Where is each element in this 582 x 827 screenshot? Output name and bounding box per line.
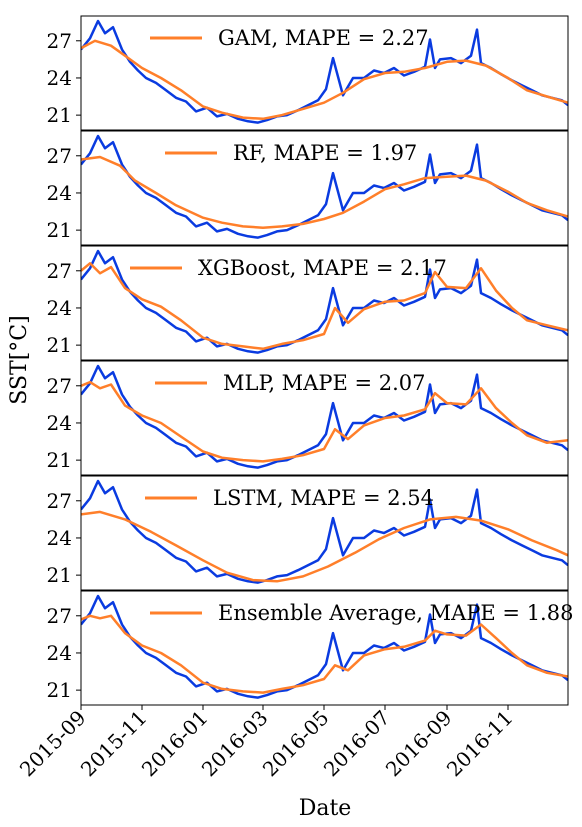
y-tick-label: 24 xyxy=(47,411,72,435)
panel-frame xyxy=(80,245,569,361)
panel: 21 24 27 Ensemble Average, MAPE = 1.88 xyxy=(47,590,573,706)
legend-label: LSTM, MAPE = 2.54 xyxy=(213,486,434,510)
panel: 21 24 27 GAM, MAPE = 2.27 xyxy=(47,15,569,131)
predicted-series-line xyxy=(81,155,568,229)
chart-panels: 21 24 27 GAM, MAPE = 2.27 21 24 27 RF, MAPE = 1… xyxy=(47,15,573,706)
y-tick-label: 27 xyxy=(47,29,72,53)
panel-lines xyxy=(81,19,568,124)
panel-frame xyxy=(80,15,569,131)
panel-lines xyxy=(81,594,568,699)
predicted-series-line xyxy=(81,510,568,583)
x-tick-label: 2016-09 xyxy=(381,706,457,782)
y-tick-label: 27 xyxy=(47,374,72,398)
y-tick-label: 21 xyxy=(47,678,72,702)
x-axis-title: Date xyxy=(299,796,352,821)
y-tick-label: 24 xyxy=(47,526,72,550)
panel-lines xyxy=(81,479,568,584)
y-tick-label: 21 xyxy=(47,448,72,472)
observed-series-line xyxy=(81,364,568,469)
panel: 21 24 27 MLP, MAPE = 2.07 xyxy=(47,360,569,476)
x-tick-label: 2016-05 xyxy=(258,706,334,782)
panel: 21 24 27 XGBoost, MAPE = 2.17 xyxy=(47,245,569,361)
predicted-series-line xyxy=(81,262,568,351)
y-tick-label: 21 xyxy=(47,218,72,242)
predicted-series-line xyxy=(81,614,568,694)
x-tick-label: 2016-07 xyxy=(319,706,395,782)
observed-series-line xyxy=(81,249,568,354)
panel: 21 24 27 LSTM, MAPE = 2.54 xyxy=(47,475,569,591)
panel-frame xyxy=(80,130,569,246)
panel-frame xyxy=(80,360,569,476)
x-tick-label: 2015-09 xyxy=(15,706,91,782)
predicted-series-line xyxy=(81,39,568,121)
x-tick-label: 2015-11 xyxy=(76,706,152,782)
x-tick-label: 2016-03 xyxy=(197,706,273,782)
observed-series-line xyxy=(81,594,568,699)
legend-label: Ensemble Average, MAPE = 1.88 xyxy=(218,601,573,625)
legend-label: GAM, MAPE = 2.27 xyxy=(218,26,429,50)
y-tick-label: 24 xyxy=(47,66,72,90)
predicted-series-line xyxy=(81,380,568,463)
panel-lines xyxy=(81,134,568,239)
y-tick-label: 24 xyxy=(47,181,72,205)
legend-label: MLP, MAPE = 2.07 xyxy=(223,371,426,395)
y-tick-label: 21 xyxy=(47,333,72,357)
y-tick-label: 21 xyxy=(47,563,72,587)
panel-lines xyxy=(81,249,568,354)
legend-label: XGBoost, MAPE = 2.17 xyxy=(198,256,447,280)
y-tick-label: 21 xyxy=(47,103,72,127)
observed-series-line xyxy=(81,479,568,584)
y-axis-title: SST[°C] xyxy=(7,315,32,404)
y-tick-label: 24 xyxy=(47,641,72,665)
y-tick-label: 24 xyxy=(47,296,72,320)
y-tick-label: 27 xyxy=(47,259,72,283)
panel: 21 24 27 RF, MAPE = 1.97 xyxy=(47,130,569,246)
legend-label: RF, MAPE = 1.97 xyxy=(233,141,417,165)
panel-frame xyxy=(80,475,569,591)
x-tick-label: 2016-11 xyxy=(442,706,518,782)
y-tick-label: 27 xyxy=(47,489,72,513)
y-tick-label: 27 xyxy=(47,144,72,168)
y-tick-label: 27 xyxy=(47,604,72,628)
panel-lines xyxy=(81,364,568,469)
x-axis-ticks: 2015-092015-112016-012016-032016-052016-… xyxy=(15,705,518,781)
